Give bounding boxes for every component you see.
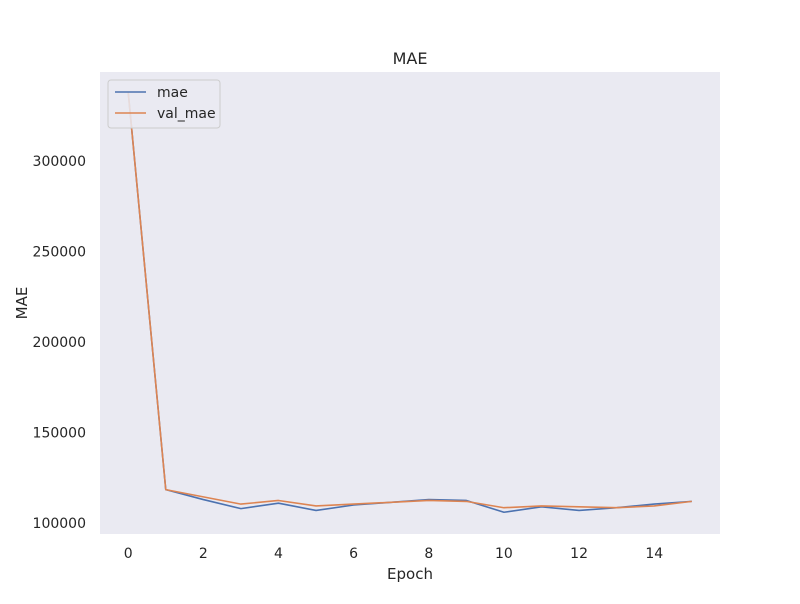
y-tick-labels: 100000 150000 200000 250000 300000: [33, 154, 86, 532]
x-tick-label: 4: [274, 546, 283, 562]
x-tick-labels: 0 2 4 6 8 10 12 14: [124, 546, 664, 562]
y-tick-label: 300000: [33, 154, 86, 170]
series-line-val-mae: [127, 91, 692, 509]
legend: mae val_mae: [107, 79, 221, 129]
x-tick-label: 8: [424, 546, 433, 562]
x-tick-label: 14: [645, 546, 663, 562]
legend-label-mae: mae: [157, 85, 188, 101]
x-tick-label: 6: [349, 546, 358, 562]
x-tick-label: 2: [199, 546, 208, 562]
series-lines: [127, 91, 692, 514]
plot-area: [100, 72, 720, 534]
legend-label-val-mae: val_mae: [157, 106, 216, 122]
x-tick-label: 10: [495, 546, 513, 562]
x-tick-label: 12: [570, 546, 588, 562]
y-tick-label: 200000: [33, 335, 86, 351]
y-tick-label: 150000: [33, 426, 86, 442]
y-tick-label: 100000: [33, 516, 86, 532]
x-tick-label: 0: [124, 546, 133, 562]
x-axis-label: Epoch: [387, 565, 433, 583]
chart-title: MAE: [393, 49, 428, 68]
y-axis-label: MAE: [13, 287, 31, 320]
y-tick-label: 250000: [33, 244, 86, 260]
